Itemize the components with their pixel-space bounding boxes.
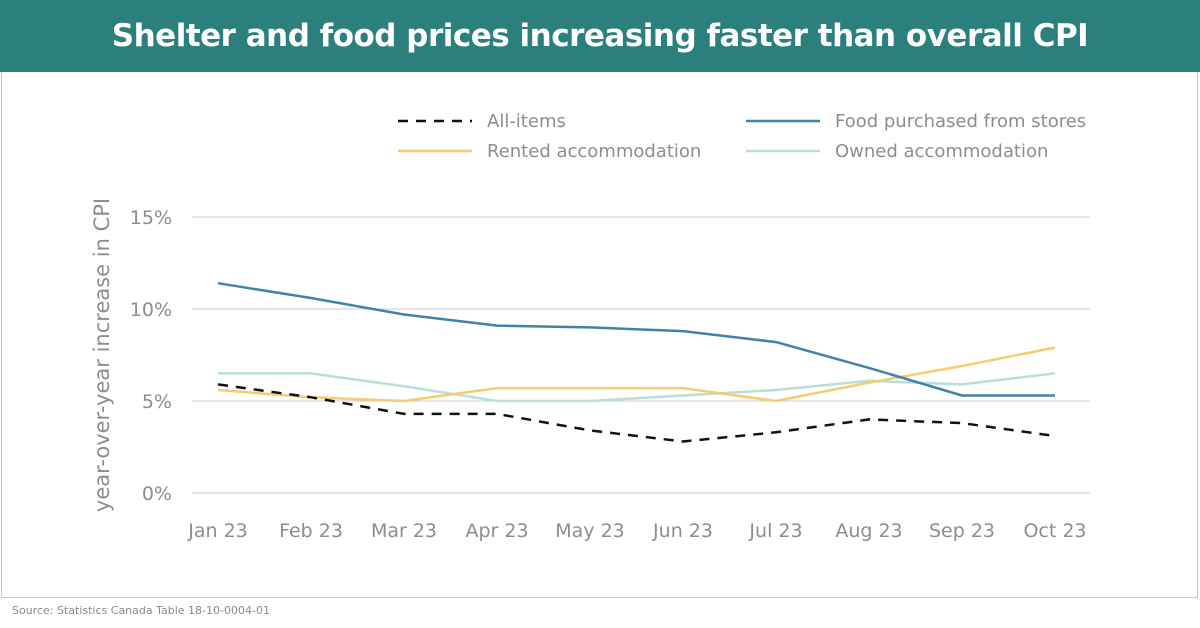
x-tick-label: Mar 23 [371, 520, 437, 542]
x-axis-ticks: Jan 23 Feb 23 Mar 23 Apr 23 May 23 Jun 23 Jul … [187, 520, 1086, 542]
legend-label: Food purchased from stores [835, 111, 1086, 132]
y-tick-label: 15% [130, 207, 172, 229]
legend: All-items Food purchased from stores Rente… [398, 111, 1086, 162]
x-tick-label: Oct 23 [1023, 520, 1086, 542]
x-tick-label: Sep 23 [929, 520, 995, 542]
y-tick-label: 5% [142, 391, 172, 413]
series-lines [217, 281, 1056, 443]
y-tick-label: 10% [130, 299, 172, 321]
x-tick-label: Feb 23 [279, 520, 343, 542]
chart-title: Shelter and food prices increasing faste… [111, 18, 1089, 54]
x-tick-label: Jul 23 [748, 520, 802, 542]
legend-item-rented: Rented accommodation [398, 141, 701, 162]
series-line-food [217, 281, 1055, 397]
series-line-all-items [217, 383, 1056, 443]
y-tick-label: 0% [142, 483, 172, 505]
x-tick-label: May 23 [555, 520, 625, 542]
x-tick-label: Aug 23 [835, 520, 902, 542]
series-line-rented [217, 346, 1056, 403]
y-axis-title: year-over-year increase in CPI [90, 198, 114, 512]
legend-item-food: Food purchased from stores [746, 111, 1086, 132]
legend-label: Owned accommodation [835, 141, 1048, 162]
x-tick-label: Jun 23 [652, 520, 713, 542]
legend-item-owned: Owned accommodation [746, 141, 1048, 162]
chart-frame [1, 72, 1198, 598]
source-note: Source: Statistics Canada Table 18-10-00… [12, 604, 270, 617]
x-tick-label: Apr 23 [465, 520, 528, 542]
legend-item-all-items: All-items [398, 111, 566, 132]
legend-label: Rented accommodation [487, 141, 701, 162]
gridlines [192, 216, 1090, 494]
legend-label: All-items [487, 111, 566, 132]
y-axis-ticks: 0% 5% 10% 15% [130, 207, 172, 505]
x-tick-label: Jan 23 [187, 520, 248, 542]
chart-title-banner: Shelter and food prices increasing faste… [0, 0, 1200, 72]
